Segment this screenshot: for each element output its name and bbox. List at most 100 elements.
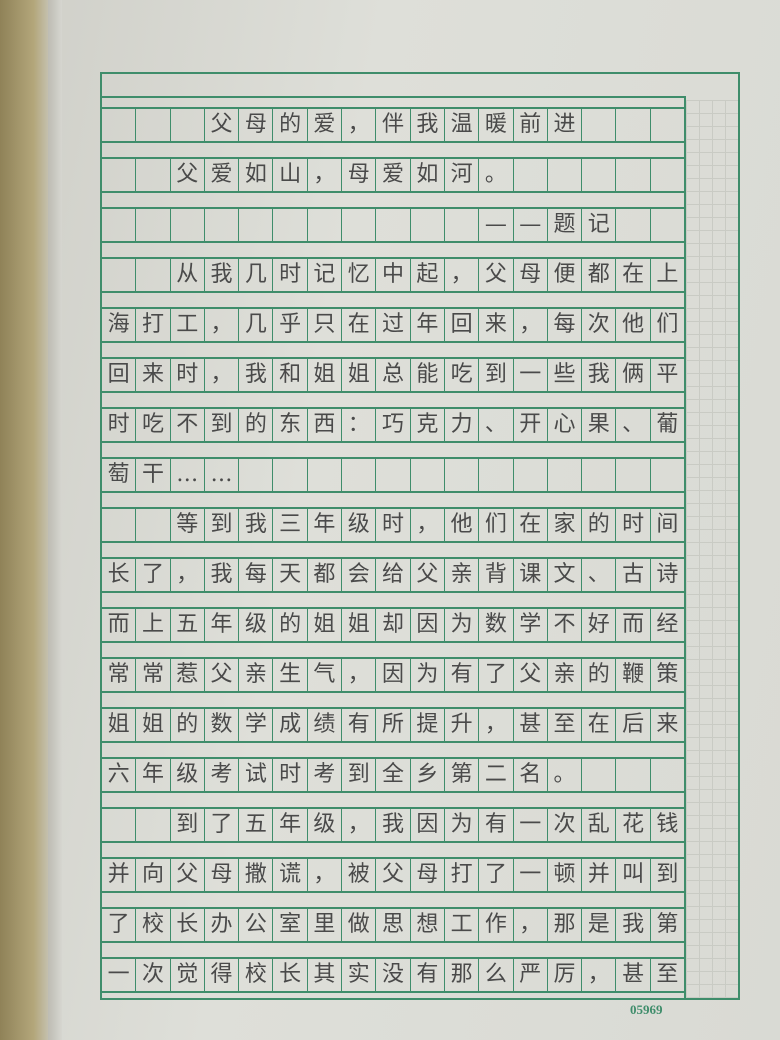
grid-cell: 实 [342, 959, 377, 991]
grid-cell: 河 [445, 159, 480, 191]
grid-cell: 母 [342, 159, 377, 191]
grid-cell: 题 [548, 209, 583, 241]
grid-cell: 一 [514, 359, 548, 391]
grid-cell [376, 209, 411, 241]
grid-cell [616, 209, 651, 241]
grid-cell [136, 809, 171, 841]
grid-cell [548, 459, 583, 491]
grid-cell: 姐 [308, 359, 343, 391]
grid-cell: 诗 [656, 562, 679, 587]
grid-cell: 我 [616, 909, 651, 941]
grid-cell: 父 [411, 559, 445, 591]
grid-cell: 年 [136, 759, 171, 791]
grid-cell: ， [342, 809, 377, 841]
grid-cell: 其 [308, 959, 343, 991]
grid-cell: 亲 [548, 659, 583, 691]
grid-cell: 校 [136, 909, 171, 941]
grid-cell: 次 [582, 309, 617, 341]
essay-row: 并向父母撒谎，被父母打了一顿并叫到 [102, 857, 684, 893]
grid-cell: 背 [479, 559, 514, 591]
grid-cell: 他 [445, 509, 480, 541]
grid-cell: ， [342, 659, 377, 691]
grid-cell: 到 [656, 862, 679, 887]
grid-cell: 每 [239, 559, 274, 591]
grid-cell: 父 [479, 259, 514, 291]
grid-cell: 思 [376, 909, 411, 941]
grid-cell: 俩 [616, 359, 651, 391]
grid-cell: 上 [656, 262, 679, 287]
grid-cell: ， [205, 359, 240, 391]
grid-cell: 爱 [376, 159, 411, 191]
essay-row: 回来时，我和姐姐总能吃到一些我俩平 [102, 357, 684, 393]
essay-row: 父母的爱，伴我温暖前进 [102, 107, 684, 143]
essay-row: 时吃不到的东西：巧克力、开心果、葡 [102, 407, 684, 443]
grid-cell [136, 509, 171, 541]
grid-cell: 回 [445, 309, 480, 341]
grid-cell: 伴 [376, 109, 411, 141]
grid-cell [445, 209, 480, 241]
essay-row: 六年级考试时考到全乡第二名。 [102, 757, 684, 793]
grid-cell: 文 [548, 559, 583, 591]
grid-cell: 第 [656, 912, 679, 937]
grid-cell: 学 [239, 709, 274, 741]
grid-cell: 从 [171, 259, 205, 291]
grid-cell [171, 109, 205, 141]
grid-cell: 他 [616, 309, 651, 341]
grid-cell [651, 109, 684, 141]
grid-cell: 到 [479, 359, 514, 391]
essay-row: 了校长办公室里做思想工作，那是我第 [102, 907, 684, 943]
grid-cell: 前 [514, 109, 548, 141]
grid-cell: 打 [136, 309, 171, 341]
grid-cell: 葡 [656, 412, 679, 437]
grid-cell: 么 [479, 959, 514, 991]
grid-cell [651, 459, 684, 491]
grid-cell: 数 [205, 709, 240, 741]
grid-cell [514, 159, 548, 191]
grid-cell [616, 459, 651, 491]
grid-cell: 姐 [308, 609, 343, 641]
grid-cell: 里 [308, 909, 343, 941]
essay-row: — — 题记 [102, 207, 684, 243]
grid-cell: 古 [616, 559, 651, 591]
grid-cell: 在 [582, 709, 617, 741]
essay-row: 海打工，几乎只在过年回来，每次他们 [102, 307, 684, 343]
grid-cell: 一 [102, 959, 137, 991]
grid-cell: 甚 [616, 959, 651, 991]
grid-cell: 进 [548, 109, 583, 141]
grid-cell: 我 [582, 359, 617, 391]
grid-right-line [684, 96, 686, 1000]
essay-row: 从我几时记忆中起，父母便都在上 [102, 257, 684, 293]
grid-cell: 每 [548, 309, 583, 341]
grid-cell: ， [342, 109, 377, 141]
grid-cell: 我 [411, 109, 445, 141]
grid-cell: 和 [273, 359, 308, 391]
grid-cell: 次 [548, 809, 583, 841]
grid-cell [582, 159, 617, 191]
grid-cell: 给 [376, 559, 411, 591]
grid-cell: 一 [514, 859, 548, 891]
essay-row: 一次觉得校长其实没有那么严厉，甚至 [102, 957, 684, 993]
grid-cell: 年 [273, 809, 308, 841]
grid-cell: 们 [656, 312, 679, 337]
grid-cell: ， [514, 309, 548, 341]
paper-edge [48, 0, 62, 1040]
grid-cell: 五 [239, 809, 274, 841]
grid-cell: 来 [479, 309, 514, 341]
grid-cell: 巧 [376, 409, 411, 441]
grid-cell [102, 259, 137, 291]
grid-cell: 有 [342, 709, 377, 741]
grid-cell: 在 [616, 259, 651, 291]
grid-cell: 六 [102, 759, 137, 791]
grid-cell: 得 [205, 959, 240, 991]
grid-cell: 觉 [171, 959, 205, 991]
grid-cell: 室 [273, 909, 308, 941]
grid-cell: 、 [616, 409, 651, 441]
grid-cell: … [171, 459, 205, 491]
grid-cell [651, 159, 684, 191]
grid-cell: 中 [376, 259, 411, 291]
grid-cell: 时 [102, 409, 137, 441]
grid-cell: ： [342, 409, 377, 441]
grid-cell: 回 [102, 359, 137, 391]
grid-cell: 常 [102, 659, 137, 691]
grid-cell: 温 [445, 109, 480, 141]
